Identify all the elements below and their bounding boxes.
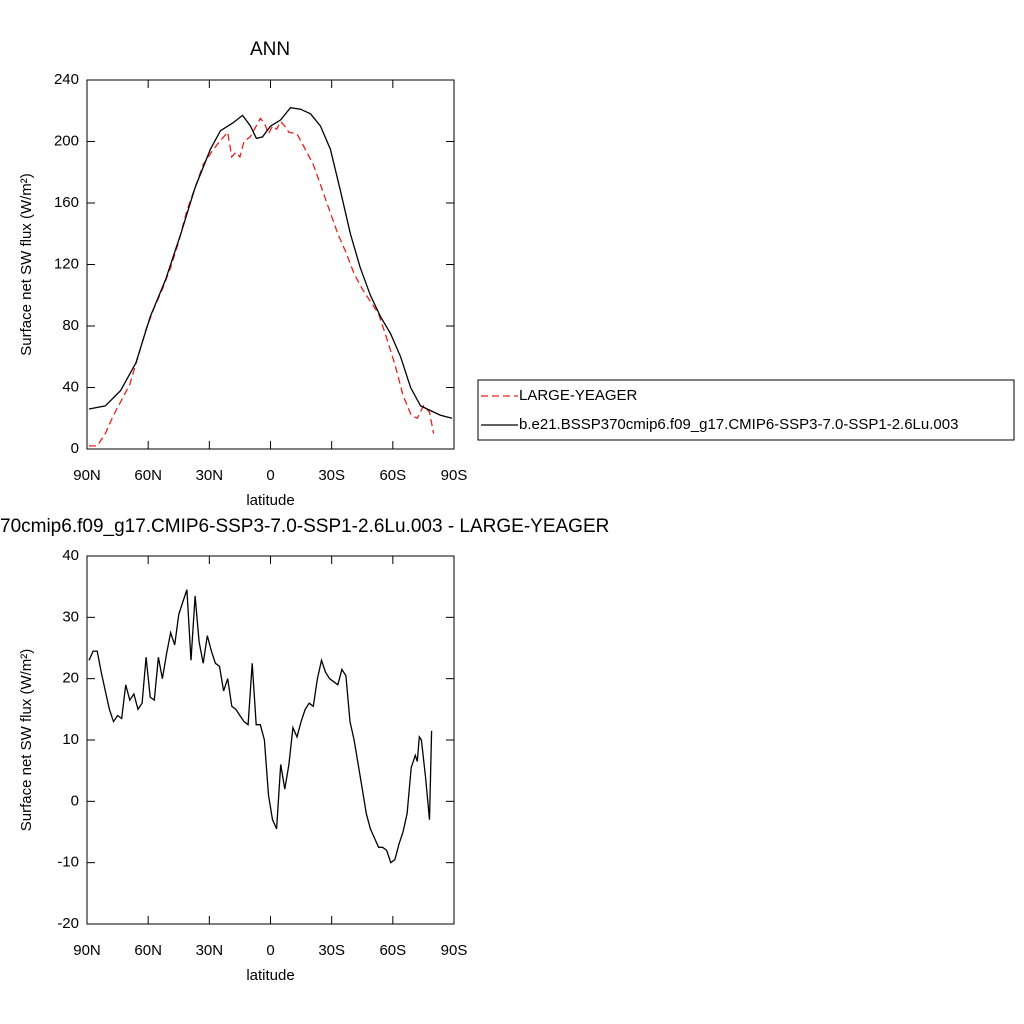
y-axis-label: Surface net SW flux (W/m²) bbox=[18, 649, 35, 832]
data-line bbox=[88, 589, 433, 864]
legend-label: b.e21.BSSP370cmip6.f09_g17.CMIP6-SSP3-7.… bbox=[519, 416, 958, 433]
y-tick-label: 40 bbox=[62, 378, 79, 395]
y-tick-label: 0 bbox=[71, 440, 79, 457]
y-tick-label: 80 bbox=[62, 317, 79, 334]
x-tick-label: 90N bbox=[73, 942, 101, 959]
x-tick-label: 0 bbox=[266, 942, 274, 959]
y-tick-label: 120 bbox=[54, 255, 79, 272]
y-tick-label: 160 bbox=[54, 194, 79, 211]
y-axis-label: Surface net SW flux (W/m²) bbox=[18, 173, 35, 356]
plot-frame bbox=[86, 79, 455, 450]
x-tick-label: 30N bbox=[196, 942, 224, 959]
y-tick-label: 30 bbox=[62, 608, 79, 625]
y-tick-label: 10 bbox=[62, 731, 79, 748]
legend-label: LARGE-YEAGER bbox=[519, 387, 638, 404]
x-tick-label: 60S bbox=[379, 942, 406, 959]
x-axis-label: latitude bbox=[246, 492, 294, 509]
chart-title: ANN bbox=[250, 39, 290, 60]
y-tick-label: -10 bbox=[57, 854, 79, 871]
x-tick-label: 0 bbox=[266, 467, 274, 484]
x-tick-label: 30S bbox=[318, 467, 345, 484]
y-tick-label: 40 bbox=[62, 547, 79, 564]
legend-box bbox=[477, 379, 1015, 441]
x-axis-label: latitude bbox=[246, 967, 294, 984]
x-tick-label: 60S bbox=[379, 467, 406, 484]
x-tick-label: 60N bbox=[134, 467, 162, 484]
x-tick-label: 90S bbox=[441, 942, 468, 959]
y-tick-label: 20 bbox=[62, 670, 79, 687]
x-tick-label: 30S bbox=[318, 942, 345, 959]
x-tick-label: 90N bbox=[73, 467, 101, 484]
x-tick-label: 90S bbox=[441, 467, 468, 484]
y-tick-label: 0 bbox=[71, 792, 79, 809]
y-tick-label: 240 bbox=[54, 71, 79, 88]
data-line bbox=[88, 107, 453, 419]
y-tick-label: 200 bbox=[54, 132, 79, 149]
y-tick-label: -20 bbox=[57, 915, 79, 932]
data-line bbox=[89, 117, 435, 447]
chart-title: 70cmip6.f09_g17.CMIP6-SSP3-7.0-SSP1-2.6L… bbox=[0, 516, 609, 537]
x-tick-label: 60N bbox=[134, 942, 162, 959]
plot-frame bbox=[86, 555, 455, 925]
x-tick-label: 30N bbox=[196, 467, 224, 484]
